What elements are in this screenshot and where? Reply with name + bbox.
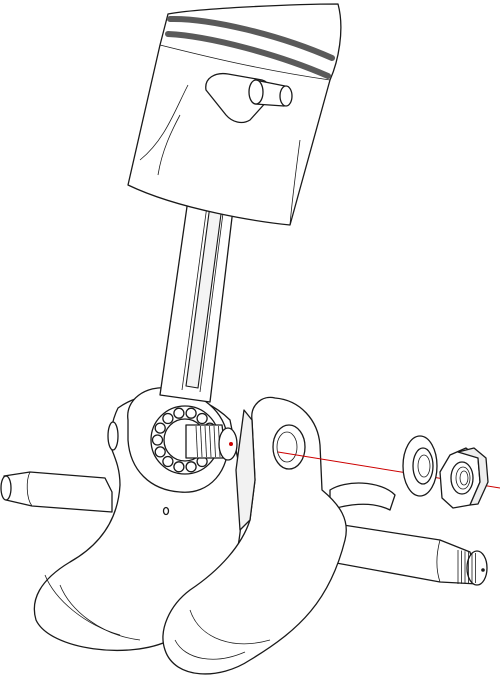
bearing-roller <box>185 407 197 419</box>
bearing-roller <box>154 446 166 458</box>
crank-pin <box>185 424 238 461</box>
thread-line <box>213 425 216 458</box>
bearing-roller <box>196 412 208 425</box>
crank-web-right <box>162 396 347 675</box>
wrist-pin <box>205 72 293 124</box>
bearing-roller <box>162 412 174 425</box>
piston-rings <box>165 15 335 79</box>
hex-nut <box>439 447 489 509</box>
bearing-roller <box>162 455 174 468</box>
bearing-roller <box>151 434 164 446</box>
shaft-left <box>0 471 113 513</box>
thread-line <box>209 425 212 458</box>
washer <box>402 435 438 497</box>
bearing-roller <box>154 422 166 434</box>
bearing-roller <box>173 461 185 473</box>
thread-line <box>200 425 203 458</box>
thread-line <box>204 425 207 458</box>
bearing-roller <box>173 407 185 419</box>
bearing-roller <box>185 461 197 473</box>
thread-line <box>195 425 198 458</box>
